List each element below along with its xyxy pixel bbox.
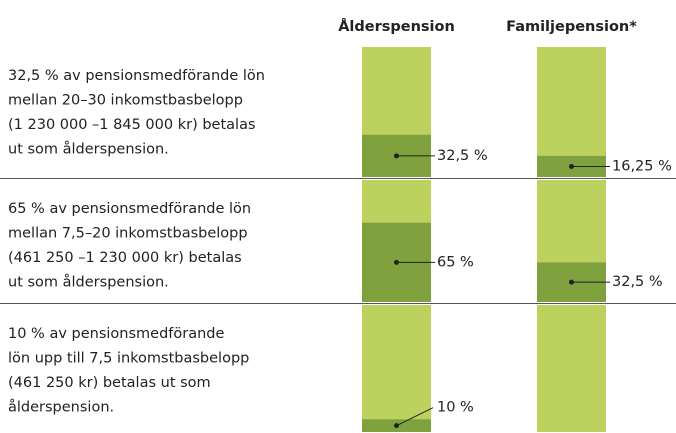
- row-description: 10 % av pensionsmedförande: [8, 326, 225, 342]
- value-label: 10 %: [437, 400, 474, 416]
- row-description: ut som ålderspension.: [8, 274, 169, 291]
- value-label: 32,5 %: [437, 148, 488, 164]
- bar-background: [537, 305, 606, 432]
- value-label: 32,5 %: [612, 274, 663, 290]
- value-label: 16,25 %: [612, 158, 672, 174]
- column-header: Ålderspension: [338, 18, 455, 35]
- row-description: ut som ålderspension.: [8, 141, 169, 158]
- row-description: 32,5 % av pensionsmedförande lön: [8, 68, 265, 84]
- row-description: ålderspension.: [8, 399, 114, 416]
- row-description: (1 230 000 –1 845 000 kr) betalas: [8, 117, 256, 133]
- row-description: mellan 7,5–20 inkomstbasbelopp: [8, 226, 248, 242]
- row-description: (461 250 –1 230 000 kr) betalas: [8, 250, 242, 266]
- bar-background: [362, 305, 431, 432]
- row-description: (461 250 kr) betalas ut som: [8, 375, 211, 391]
- row-description: mellan 20–30 inkomstbasbelopp: [8, 93, 243, 109]
- value-label: 65 %: [437, 254, 474, 270]
- column-header: Familjepension*: [506, 19, 637, 35]
- row-description: lön upp till 7,5 inkomstbasbelopp: [8, 351, 249, 367]
- bar-background: [537, 47, 606, 177]
- label-leader: [396, 407, 434, 427]
- row-description: 65 % av pensionsmedförande lön: [8, 201, 251, 217]
